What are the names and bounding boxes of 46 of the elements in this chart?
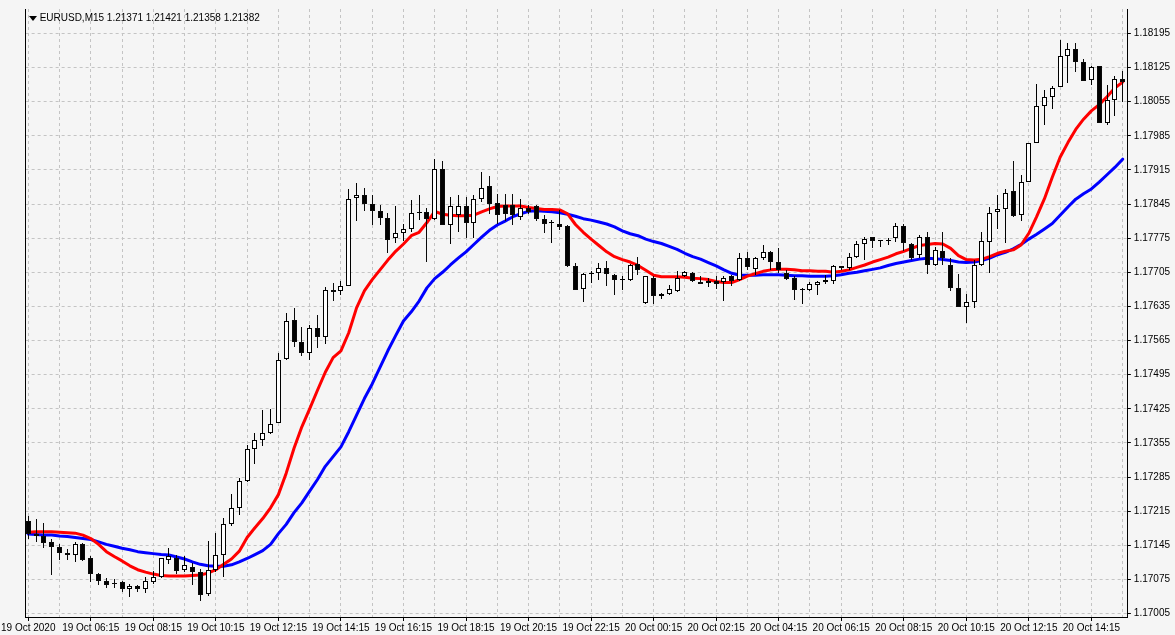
x-tick-label: 20 Oct 06:15 bbox=[812, 621, 871, 633]
y-tick-label: 1.17425 bbox=[1133, 402, 1171, 414]
y-tick-label: 1.17775 bbox=[1133, 231, 1171, 243]
x-tick-label: 19 Oct 20:15 bbox=[499, 621, 558, 633]
y-tick-label: 1.17845 bbox=[1133, 197, 1171, 209]
x-tick-label: 20 Oct 14:15 bbox=[1062, 621, 1121, 633]
x-tick-label: 19 Oct 12:15 bbox=[249, 621, 308, 633]
candlestick bbox=[1120, 71, 1125, 102]
x-tick-label: 20 Oct 04:15 bbox=[750, 621, 808, 633]
x-tick-label: 20 Oct 12:15 bbox=[1000, 621, 1058, 633]
x-tick-label: 20 Oct 10:15 bbox=[937, 621, 996, 633]
candlestick bbox=[549, 220, 554, 243]
x-tick-label: 19 Oct 08:15 bbox=[124, 621, 183, 633]
y-tick-label: 1.17005 bbox=[1133, 607, 1171, 619]
y-tick-label: 1.17495 bbox=[1133, 368, 1171, 380]
y-tick-label: 1.18125 bbox=[1133, 61, 1171, 73]
y-tick-label: 1.18195 bbox=[1133, 27, 1171, 39]
chart-title: EURUSD,M15 1.21371 1.21421 1.21358 1.21382 bbox=[39, 12, 260, 24]
y-tick-label: 1.17285 bbox=[1133, 470, 1171, 482]
y-tick-label: 1.17565 bbox=[1133, 334, 1171, 346]
y-tick-label: 1.18055 bbox=[1133, 95, 1171, 107]
x-tick-label: 19 Oct 10:15 bbox=[187, 621, 245, 633]
candlestick bbox=[995, 195, 1000, 229]
x-tick-label: 19 Oct 16:15 bbox=[374, 621, 433, 633]
x-tick-label: 19 Oct 06:15 bbox=[62, 621, 120, 633]
x-tick-label: 20 Oct 02:15 bbox=[687, 621, 746, 633]
y-tick-label: 1.17915 bbox=[1133, 163, 1171, 175]
y-tick-label: 1.17635 bbox=[1133, 300, 1171, 312]
x-tick-label: 19 Oct 18:15 bbox=[437, 621, 496, 633]
y-tick-label: 1.17985 bbox=[1133, 129, 1171, 141]
candlestick bbox=[354, 183, 359, 221]
candlestick bbox=[800, 288, 805, 304]
x-tick-label: 20 Oct 00:15 bbox=[624, 621, 683, 633]
y-tick-label: 1.17145 bbox=[1133, 539, 1171, 551]
x-tick-label: 20 Oct 08:15 bbox=[875, 621, 933, 633]
y-tick-label: 1.17355 bbox=[1133, 436, 1171, 448]
candlestick bbox=[620, 276, 625, 290]
x-tick-label: 19 Oct 2020 bbox=[1, 621, 56, 633]
candlestick bbox=[34, 519, 39, 542]
x-tick-label: 19 Oct 14:15 bbox=[312, 621, 370, 633]
candlestick bbox=[417, 195, 422, 220]
x-tick-label: 19 Oct 22:15 bbox=[562, 621, 621, 633]
y-tick-label: 1.17705 bbox=[1133, 266, 1171, 278]
y-tick-label: 1.17075 bbox=[1133, 573, 1171, 585]
y-tick-label: 1.17215 bbox=[1133, 504, 1171, 516]
candlestick bbox=[589, 271, 594, 283]
